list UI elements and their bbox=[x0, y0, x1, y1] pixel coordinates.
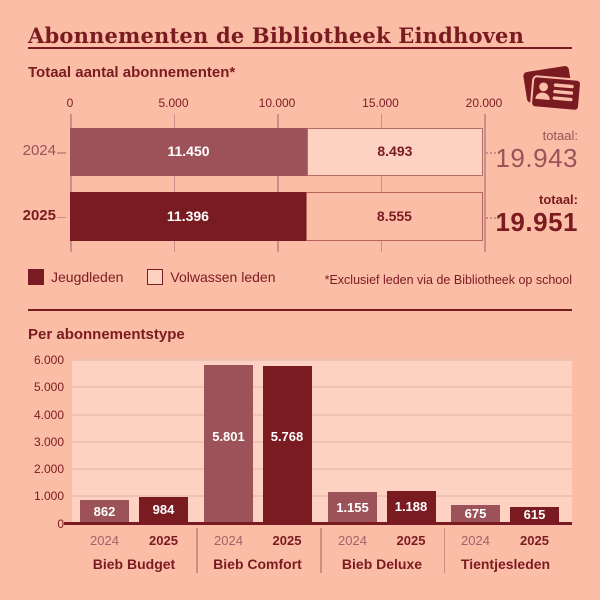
segment-value-label: 8.555 bbox=[376, 207, 412, 224]
group-label: Bieb Deluxe bbox=[341, 556, 423, 572]
volwassen-segment bbox=[307, 128, 483, 176]
legend-item-jeugdleden: Jeugdleden bbox=[28, 269, 123, 285]
gridline-vertical bbox=[380, 114, 382, 252]
total-value: 19.951 bbox=[495, 207, 578, 237]
gridline-horizontal bbox=[72, 495, 572, 498]
bar-value-label: 615 bbox=[523, 507, 546, 523]
legend: Jeugdleden Volwassen leden bbox=[28, 269, 291, 285]
jeugdleden-segment bbox=[70, 192, 306, 241]
jeugdleden-segment bbox=[70, 128, 307, 176]
section-divider bbox=[28, 309, 572, 311]
gridline-horizontal bbox=[72, 413, 572, 416]
bar-value-label: 675 bbox=[464, 506, 487, 522]
bar-2024 bbox=[451, 505, 500, 524]
legend-label: Jeugdleden bbox=[51, 269, 124, 285]
total-block: totaal: 19.951 bbox=[438, 193, 578, 235]
bar-2025 bbox=[139, 496, 188, 524]
plot-area bbox=[72, 360, 572, 524]
y-tick-label: 6.000 bbox=[33, 353, 64, 367]
title-divider bbox=[28, 47, 572, 49]
bar-value-label: 1.188 bbox=[394, 499, 428, 515]
group-label: Bieb Budget bbox=[92, 556, 176, 572]
bar-year-label: 2025 bbox=[272, 533, 302, 548]
bar-value-label: 5.768 bbox=[270, 429, 304, 445]
bar-value-label: 5.801 bbox=[212, 428, 245, 444]
footnote: *Exclusief leden via de Bibliotheek op s… bbox=[324, 273, 572, 287]
total-caption: totaal: bbox=[539, 192, 578, 207]
gridline-vertical bbox=[173, 114, 175, 252]
group-separator bbox=[196, 528, 198, 573]
y-tick-label: 2.000 bbox=[33, 462, 64, 476]
x-tick-label: 5.000 bbox=[158, 96, 189, 110]
bar-year-label: 2024 bbox=[90, 533, 119, 548]
bar-year-label: 2025 bbox=[149, 533, 178, 548]
gridline-vertical bbox=[70, 114, 72, 252]
y-tick-label: 5.000 bbox=[33, 380, 64, 395]
bar-2025 bbox=[510, 506, 559, 524]
bar-2024 bbox=[328, 492, 377, 524]
bar-2025 bbox=[386, 491, 436, 524]
leader-dash bbox=[486, 152, 500, 154]
bar-2024 bbox=[204, 365, 253, 524]
x-tick-label: 0 bbox=[66, 96, 74, 110]
y-tick-label: 1.000 bbox=[33, 489, 64, 504]
x-tick-label: 10.000 bbox=[258, 96, 296, 110]
row-year-label: 2024 bbox=[22, 142, 56, 159]
page-title: Abonnementen de Bibliotheek Eindhoven bbox=[28, 23, 525, 48]
y-tick-label: 3.000 bbox=[33, 434, 64, 449]
y-tick-label: 4.000 bbox=[33, 407, 64, 422]
total-caption: totaal: bbox=[542, 128, 578, 143]
bar-2024 bbox=[80, 500, 129, 524]
bar-year-label: 2024 bbox=[461, 533, 490, 548]
total-block: totaal: 19.943 bbox=[438, 129, 578, 171]
legend-label: Volwassen leden bbox=[170, 269, 276, 285]
section-heading-per-type: Per abonnementstype bbox=[28, 326, 185, 343]
segment-value-label: 11.450 bbox=[167, 143, 210, 159]
x-axis-line bbox=[64, 522, 572, 525]
bar-value-label: 862 bbox=[93, 503, 116, 519]
bar-year-label: 2025 bbox=[520, 533, 549, 548]
bar-value-label: 1.155 bbox=[336, 499, 369, 515]
bar-year-label: 2024 bbox=[338, 533, 367, 548]
y-tick-label: 0 bbox=[57, 516, 64, 531]
gridline-vertical bbox=[484, 114, 486, 252]
gridline-horizontal bbox=[72, 359, 572, 361]
gridline-horizontal bbox=[72, 386, 572, 389]
group-separator bbox=[320, 528, 322, 573]
group-separator bbox=[443, 528, 445, 573]
group-label: Bieb Comfort bbox=[213, 556, 302, 572]
volwassen-swatch-icon bbox=[147, 269, 164, 285]
segment-value-label: 11.396 bbox=[166, 207, 209, 224]
row-year-label: 2025 bbox=[22, 206, 56, 224]
section-heading-total: Totaal aantal abonnementen* bbox=[28, 64, 236, 81]
bar-value-label: 984 bbox=[152, 502, 175, 518]
gridline-vertical bbox=[277, 114, 279, 252]
gridline-horizontal bbox=[72, 468, 572, 470]
legend-item-volwassen: Volwassen leden bbox=[147, 269, 275, 285]
membership-cards-icon bbox=[520, 63, 584, 121]
segment-value-label: 8.493 bbox=[377, 143, 413, 159]
bar-year-label: 2024 bbox=[214, 533, 243, 548]
volwassen-segment bbox=[305, 192, 483, 241]
bar-year-label: 2025 bbox=[396, 533, 426, 548]
leader-dash bbox=[486, 216, 500, 219]
x-tick-label: 20.000 bbox=[465, 96, 503, 110]
x-tick-label: 15.000 bbox=[362, 96, 399, 110]
total-value: 19.943 bbox=[495, 143, 578, 173]
leader-dash bbox=[57, 152, 66, 154]
bar-2025 bbox=[262, 366, 312, 524]
gridline-horizontal bbox=[72, 440, 572, 443]
group-label: Tientjesleden bbox=[460, 556, 551, 572]
leader-dash bbox=[57, 216, 66, 218]
jeugdleden-swatch-icon bbox=[28, 269, 44, 285]
